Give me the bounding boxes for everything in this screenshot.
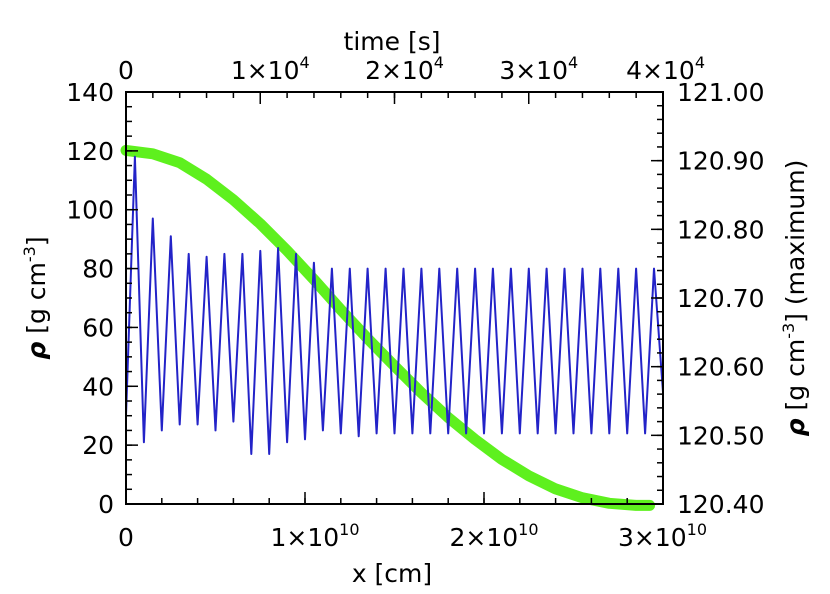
x-axis-title: x [cm]: [352, 559, 432, 588]
x-tick-label: 0: [118, 523, 134, 552]
y-tick-label: 80: [82, 255, 114, 284]
right-axis-title: ρ [g cm-3] (maximum): [779, 160, 810, 437]
right-tick-label: 120.90: [677, 147, 764, 176]
right-tick-label: 121.00: [677, 78, 764, 107]
y-tick-label: 100: [66, 196, 114, 225]
right-tick-label: 120.60: [677, 353, 764, 382]
y-tick-label: 60: [82, 313, 114, 342]
right-tick-label: 120.80: [677, 215, 764, 244]
y-tick-label: 0: [98, 490, 114, 519]
x-tick-label: 2×1010: [449, 520, 538, 552]
top-tick-label: 2×104: [365, 53, 444, 85]
top-tick-label: 0: [118, 56, 134, 85]
y-axis-title-exp: -3: [20, 246, 39, 262]
series-line-density: [125, 155, 664, 455]
right-axis-title-exp: -3: [779, 323, 798, 339]
y-tick-label: 20: [82, 431, 114, 460]
x-tick-label: 3×1010: [618, 520, 707, 552]
y-tick-label: 40: [82, 372, 114, 401]
plot-area: [120, 144, 664, 511]
right-tick-label: 120.40: [677, 490, 764, 519]
top-tick-label: 3×104: [499, 53, 578, 85]
x-tick-label: 1×1010: [270, 520, 359, 552]
series-line-maximum-density: [120, 144, 656, 511]
tick-labels: 0 1×1010 2×1010 3×1010 0 1×104 2×104 3×104 4×104…: [66, 53, 764, 552]
right-axis-title-rho: ρ: [781, 418, 810, 436]
right-axis-title-main: [g cm: [781, 339, 810, 419]
axis-ticks: [125, 91, 664, 505]
y-tick-label: 120: [66, 137, 114, 166]
right-axis-title-tail: ] (maximum): [781, 160, 810, 323]
top-tick-label: 1×104: [231, 53, 310, 85]
y-axis-title-rho: ρ: [22, 342, 51, 360]
y-tick-label: 140: [66, 78, 114, 107]
y-axis-title-tail: ]: [22, 236, 51, 246]
right-tick-label: 120.70: [677, 284, 764, 313]
top-tick-label: 4×104: [626, 53, 705, 85]
y-axis-title: ρ [g cm-3]: [20, 236, 51, 359]
plot-frame: [125, 91, 664, 505]
y-axis-title-main: [g cm: [22, 262, 51, 342]
right-tick-label: 120.50: [677, 421, 764, 450]
top-axis-title: time [s]: [344, 27, 441, 56]
